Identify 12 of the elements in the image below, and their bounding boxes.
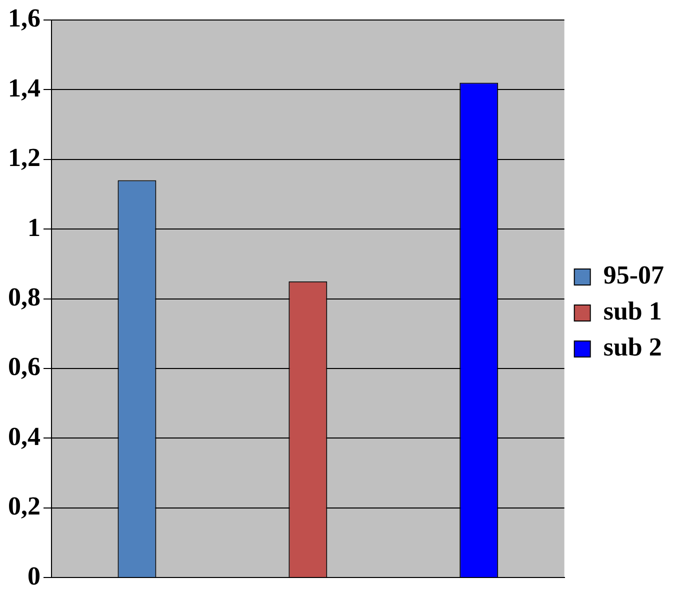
y-tick-label: 0,6 (8, 352, 40, 382)
y-tick-label: 1,4 (8, 73, 40, 102)
y-tick-label: 0,4 (8, 422, 40, 451)
legend-label: sub 2 (603, 332, 662, 362)
y-tick-label: 1,2 (8, 143, 40, 172)
legend-label: 95-07 (603, 260, 664, 290)
legend-label: sub 1 (603, 296, 662, 326)
y-tick-label: 1,6 (8, 4, 40, 33)
y-tick-label: 1 (28, 212, 40, 242)
y-tick-label: 0,2 (8, 492, 40, 521)
y-tick-label: 0,8 (8, 282, 40, 312)
y-tick-label: 0 (28, 561, 40, 590)
